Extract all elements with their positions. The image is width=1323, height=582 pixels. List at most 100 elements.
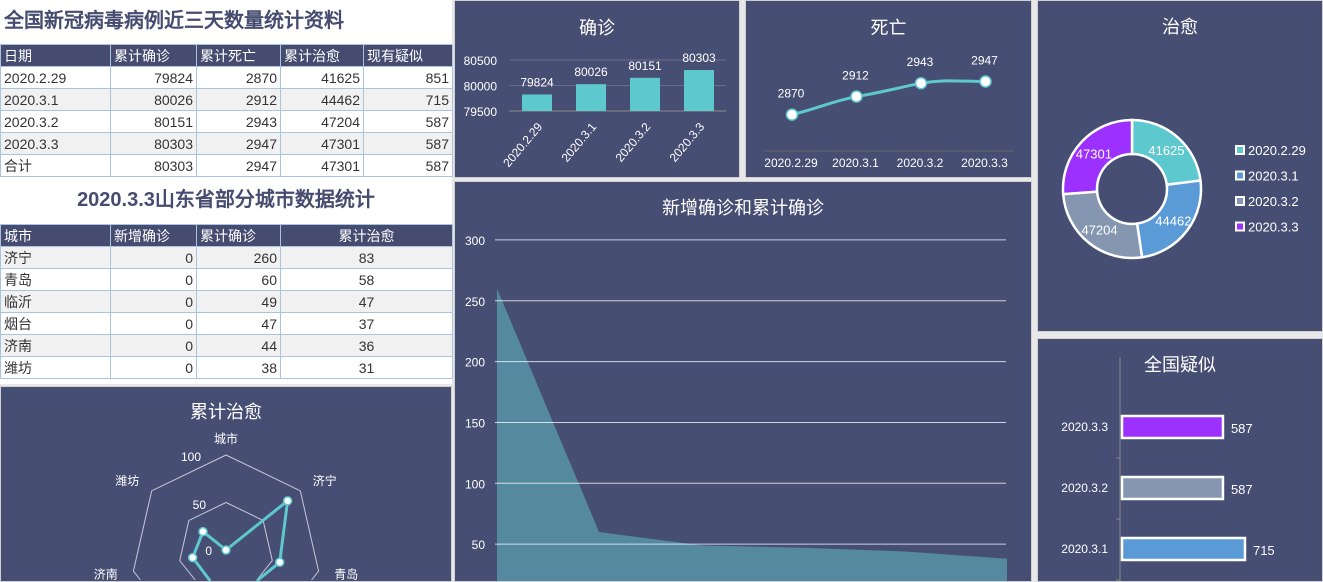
y-tick-label: 2020.3.2 <box>1061 481 1108 495</box>
bar <box>684 70 714 111</box>
table-cell: 37 <box>280 312 453 335</box>
data-label: 2943 <box>907 55 934 69</box>
x-tick-label: 2020.3.3 <box>667 120 708 165</box>
table-cell: 0 <box>110 334 197 357</box>
column-header: 累计治愈 <box>280 224 453 247</box>
table-cell: 31 <box>280 356 453 379</box>
legend-label: 2020.2.29 <box>1248 143 1306 158</box>
column-header: 累计确诊 <box>196 224 281 247</box>
x-tick-label: 2020.2.29 <box>500 120 545 170</box>
table-cell: 44462 <box>280 88 364 111</box>
y-tick-label: 300 <box>465 234 485 248</box>
line-series <box>791 79 986 117</box>
donut-slice <box>1061 190 1144 260</box>
x-tick-label: 2020.3.3 <box>961 156 1008 170</box>
table-cell: 38 <box>196 356 281 379</box>
cured-title: 治愈 <box>1162 17 1198 37</box>
area-chart: 300 250 200 150 100 50 <box>465 234 1007 581</box>
radar-title: 累计治愈 <box>190 402 262 422</box>
x-tick-label: 2020.3.2 <box>613 120 654 165</box>
table-cell: 2943 <box>196 110 281 133</box>
table-row: 青岛 0 60 58 <box>0 268 453 291</box>
axis-label: 济宁 <box>313 473 337 488</box>
legend-swatch <box>1235 221 1245 232</box>
data-point <box>850 90 863 103</box>
data-label: 587 <box>1231 421 1253 436</box>
bar <box>522 94 552 111</box>
radial-tick-label: 0 <box>205 544 212 558</box>
data-point <box>274 557 285 568</box>
shandong-table: 城市 新增确诊 累计确诊 累计治愈 济宁 0 260 83 青岛 0 60 58 临沂 0 49 47 烟台 0 4… <box>0 224 453 379</box>
data-point <box>282 496 293 506</box>
confirmed-panel: 确诊 80500 80000 79500 79824 2020.2.29 80026 202… <box>454 0 740 178</box>
bar <box>1120 475 1225 501</box>
table-cell: 587 <box>363 154 453 177</box>
column-header: 日期 <box>0 44 111 67</box>
slice-label: 44462 <box>1155 214 1191 229</box>
y-tick-label: 2020.3.3 <box>1061 420 1108 434</box>
radar-series <box>191 499 290 581</box>
data-label: 79824 <box>520 75 554 89</box>
table-cell: 79824 <box>110 66 197 89</box>
table-cell: 0 <box>110 290 197 313</box>
suspected-chart: 2020.3.3 587 2020.3.2 587 2020.3.1 715 <box>1061 357 1275 581</box>
table-cell: 合计 <box>0 154 111 177</box>
y-tick-label: 79500 <box>464 105 498 119</box>
table-row: 济南 0 44 36 <box>0 334 453 357</box>
slice-label: 41625 <box>1148 143 1184 158</box>
y-tick-label: 100 <box>465 477 485 491</box>
table-cell: 烟台 <box>0 312 111 335</box>
radar-panel: 累计治愈 100 50 0 城市 济宁 青岛 济南 潍坊 <box>0 386 452 582</box>
data-label: 80026 <box>574 65 608 79</box>
table-cell: 2020.2.29 <box>0 66 111 89</box>
suspected-title: 全国疑似 <box>1144 355 1216 375</box>
slice-label: 47204 <box>1081 223 1117 238</box>
table-row: 2020.2.29 79824 2870 41625 851 <box>0 66 453 89</box>
x-tick-label: 2020.3.1 <box>832 156 879 170</box>
column-header: 累计确诊 <box>110 44 197 67</box>
confirmed-title: 确诊 <box>579 18 615 38</box>
table-cell: 2020.3.1 <box>0 88 111 111</box>
table-cell: 0 <box>110 312 197 335</box>
table-cell: 587 <box>363 132 453 155</box>
data-point <box>187 552 198 563</box>
y-tick-label: 200 <box>465 356 485 370</box>
table-cell: 0 <box>110 246 197 269</box>
column-header: 新增确诊 <box>110 224 197 247</box>
deaths-title: 死亡 <box>870 18 907 38</box>
data-label: 2870 <box>778 87 805 101</box>
table-cell: 潍坊 <box>0 356 111 379</box>
bar <box>1120 536 1247 562</box>
table-cell: 851 <box>363 66 453 89</box>
bar <box>1120 414 1225 440</box>
legend-swatch <box>1235 196 1245 206</box>
data-point <box>979 75 992 88</box>
y-tick-label: 80500 <box>464 54 498 68</box>
table-cell: 2947 <box>196 154 281 177</box>
column-header: 累计死亡 <box>196 44 281 67</box>
y-tick-label: 2020.3.1 <box>1061 542 1108 556</box>
table-row: 潍坊 0 38 31 <box>0 356 453 379</box>
donut-slice <box>1135 179 1203 259</box>
table-cell: 0 <box>110 268 197 291</box>
table-cell: 临沂 <box>0 290 111 313</box>
slice-label: 47301 <box>1076 147 1112 162</box>
confirmed-chart: 80500 80000 79500 79824 2020.2.29 80026 2020.3… <box>464 51 726 170</box>
y-tick-label: 150 <box>465 416 485 430</box>
legend-swatch <box>1235 145 1245 155</box>
area-series <box>497 288 1007 581</box>
radial-tick-label: 50 <box>193 498 207 512</box>
data-point <box>198 526 208 537</box>
x-tick-label: 2020.2.29 <box>764 156 818 170</box>
radial-tick-label: 100 <box>181 450 201 464</box>
table-cell: 2870 <box>196 66 281 89</box>
table-cell: 80303 <box>110 132 197 155</box>
legend-label: 2020.3.2 <box>1248 194 1299 209</box>
shandong-title: 2020.3.3山东省部分城市数据统计 <box>77 189 375 211</box>
deaths-chart: 2870 2020.2.29 2912 2020.3.1 2943 2020.3.2 294… <box>764 53 1014 170</box>
table-cell: 41625 <box>280 66 364 89</box>
table-cell: 济宁 <box>0 246 111 269</box>
axis-label: 城市 <box>214 431 238 446</box>
table-row: 2020.3.2 80151 2943 47204 587 <box>0 110 453 133</box>
